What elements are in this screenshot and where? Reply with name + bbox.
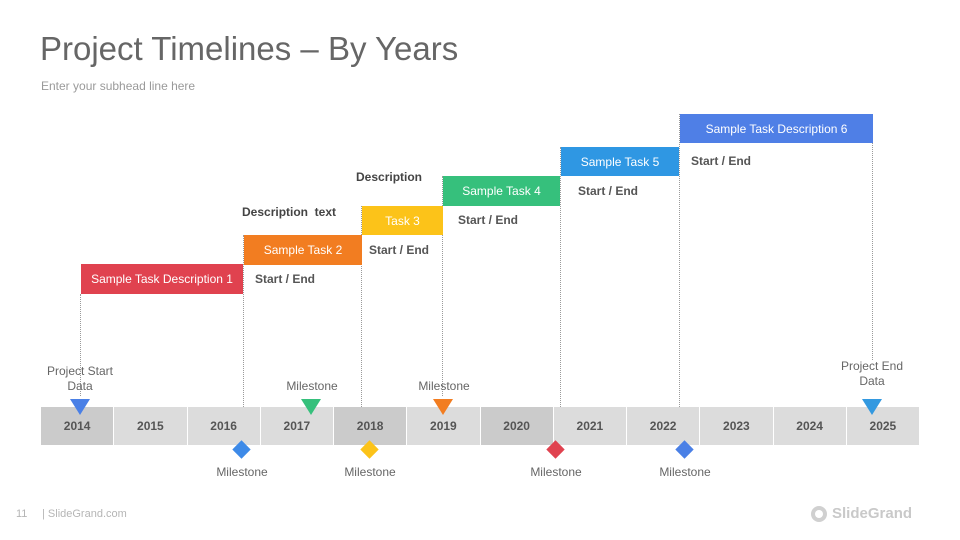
description-text: Description text [242,205,337,219]
connector-line [872,114,873,360]
year-axis: 2014 2015 2016 2017 2018 2019 2020 2021 … [41,407,919,445]
milestone-label: Milestone [530,465,582,479]
task-bar-2: Sample Task 2 [244,235,362,265]
connector-line [361,206,362,407]
year-cell: 2024 [773,407,847,445]
connector-line [560,147,561,407]
task-bar-label: Sample Task Description 1 [91,272,233,286]
slide-subhead: Enter your subhead line here [41,79,196,93]
year-cell: 2016 [187,407,261,445]
year-cell: 2015 [114,407,188,445]
task-bar-6: Sample Task Description 6 [680,114,873,143]
year-cell: 2017 [260,407,334,445]
milestone-label: Milestone [286,379,338,393]
footer-site: | SlideGrand.com [42,508,127,520]
milestone-label: Milestone [418,379,470,393]
connector-line [80,294,81,396]
task-bar-4: Sample Task 4 [443,176,560,206]
connector-line [243,235,244,407]
milestone-label: Milestone [344,465,396,479]
year-cell: 2019 [407,407,481,445]
description-text: Description [356,170,423,184]
project-start-label: Project Start Data [46,364,114,393]
brand-logo-icon [811,505,827,522]
milestone-triangle-icon [433,399,453,415]
year-cell: 2025 [846,407,919,445]
start-end-label: Start / End [458,213,519,227]
brand-name: SlideGrand [832,505,913,522]
page-number: 11 [16,508,28,520]
year-cell: 2020 [480,407,554,445]
year-cell: 2023 [700,407,774,445]
task-bar-label: Sample Task 4 [462,184,541,198]
milestone-label: Milestone [659,465,711,479]
milestone-triangle-icon [301,399,321,415]
year-cell: 2021 [553,407,627,445]
project-end-label: Project End Data [840,359,904,388]
start-end-label: Start / End [369,243,430,257]
start-end-label: Start / End [255,272,316,286]
connector-line [679,114,680,407]
slide-title: Project Timelines – By Years [40,30,459,67]
brand-logo: SlideGrand [811,505,912,522]
task-bar-1: Sample Task Description 1 [81,264,243,294]
task-bar-label: Sample Task 2 [263,243,343,257]
task-bar-label: Sample Task Description 6 [705,121,848,136]
milestone-label: Milestone [216,465,268,479]
task-bar-3: Task 3 [362,206,443,235]
connector-line [442,176,443,396]
start-end-label: Start / End [578,184,639,198]
project-start-marker-icon [70,399,90,415]
start-end-label: Start / End [691,154,752,168]
year-cell: 2018 [334,407,408,445]
task-bar-label: Sample Task 5 [580,154,660,169]
year-cell: 2022 [627,407,701,445]
task-bar-label: Task 3 [385,213,420,228]
project-end-marker-icon [862,399,882,415]
task-bar-5: Sample Task 5 [561,147,679,176]
